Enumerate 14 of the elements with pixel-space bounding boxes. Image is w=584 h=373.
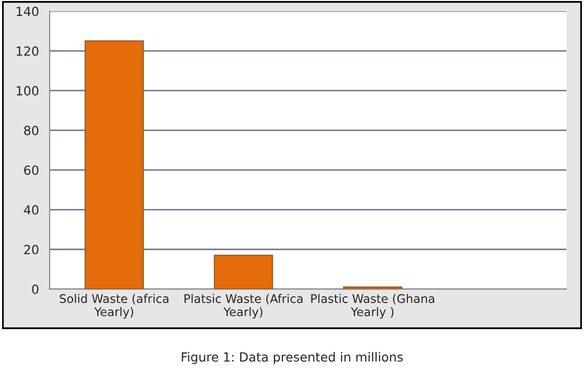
bar [214, 254, 274, 290]
caption: Figure 1: Data presented in millions [182, 352, 403, 364]
x-tick-label: Solid Waste (africa Yearly) [60, 294, 168, 319]
y-tick-label: 80 [24, 126, 38, 136]
y-tick-label: 120 [16, 46, 38, 56]
y-tick-label: 140 [16, 6, 38, 16]
y-tick-label: 20 [24, 244, 38, 254]
x-tick-label: Plastic Waste (Ghana Yearly ) [311, 294, 434, 319]
y-tick-label: 60 [24, 165, 38, 175]
y-tick-label: 0 [32, 284, 38, 294]
y-tick-label: 40 [24, 205, 38, 215]
bar [84, 40, 144, 290]
y-tick-label: 100 [16, 86, 38, 96]
x-tick-label: Platsic Waste (Africa Yearly) [184, 294, 302, 319]
